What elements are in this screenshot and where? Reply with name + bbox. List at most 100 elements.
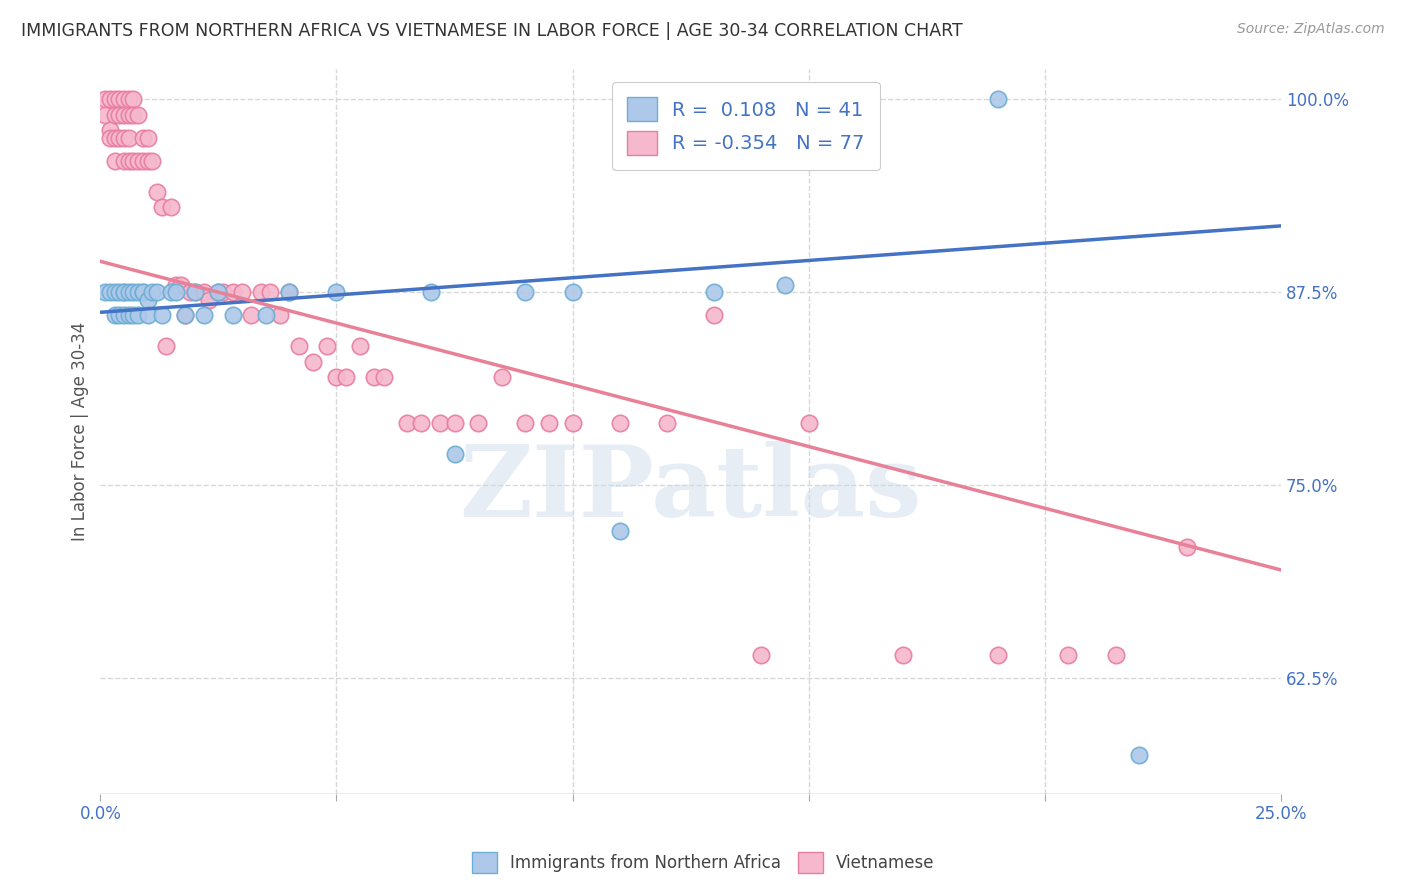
Point bbox=[118, 309, 141, 323]
Point bbox=[98, 123, 121, 137]
Point bbox=[1128, 748, 1150, 763]
Point bbox=[127, 285, 149, 300]
Point bbox=[316, 339, 339, 353]
Point bbox=[108, 309, 131, 323]
Point bbox=[118, 108, 141, 122]
Point bbox=[150, 200, 173, 214]
Point bbox=[515, 285, 537, 300]
Point bbox=[278, 285, 301, 300]
Point bbox=[112, 285, 135, 300]
Point bbox=[174, 309, 197, 323]
Point bbox=[136, 131, 159, 145]
Point bbox=[1175, 540, 1198, 554]
Point bbox=[797, 417, 820, 431]
Point bbox=[112, 92, 135, 106]
Point bbox=[108, 108, 131, 122]
Point bbox=[94, 285, 117, 300]
Point bbox=[127, 309, 149, 323]
Text: Source: ZipAtlas.com: Source: ZipAtlas.com bbox=[1237, 22, 1385, 37]
Point bbox=[103, 154, 125, 169]
Point bbox=[146, 185, 169, 199]
Point bbox=[198, 293, 221, 307]
Point bbox=[287, 339, 309, 353]
Point bbox=[193, 285, 215, 300]
Point bbox=[160, 200, 183, 214]
Point bbox=[703, 285, 725, 300]
Point bbox=[141, 285, 163, 300]
Point bbox=[112, 154, 135, 169]
Point bbox=[491, 370, 513, 384]
Point bbox=[515, 417, 537, 431]
Point bbox=[537, 417, 560, 431]
Point bbox=[150, 309, 173, 323]
Point bbox=[193, 309, 215, 323]
Point bbox=[325, 285, 347, 300]
Point bbox=[136, 309, 159, 323]
Point bbox=[207, 285, 229, 300]
Point bbox=[146, 285, 169, 300]
Point bbox=[112, 108, 135, 122]
Point bbox=[467, 417, 489, 431]
Point bbox=[103, 309, 125, 323]
Point bbox=[136, 293, 159, 307]
Point bbox=[94, 92, 117, 106]
Point bbox=[122, 309, 145, 323]
Point bbox=[112, 285, 135, 300]
Point bbox=[98, 131, 121, 145]
Text: IMMIGRANTS FROM NORTHERN AFRICA VS VIETNAMESE IN LABOR FORCE | AGE 30-34 CORRELA: IMMIGRANTS FROM NORTHERN AFRICA VS VIETN… bbox=[21, 22, 963, 40]
Point bbox=[1105, 648, 1128, 662]
Point bbox=[207, 285, 229, 300]
Point bbox=[132, 285, 155, 300]
Point bbox=[112, 309, 135, 323]
Point bbox=[122, 108, 145, 122]
Point bbox=[112, 131, 135, 145]
Point bbox=[655, 417, 678, 431]
Point bbox=[103, 131, 125, 145]
Y-axis label: In Labor Force | Age 30-34: In Labor Force | Age 30-34 bbox=[72, 321, 89, 541]
Point bbox=[174, 309, 197, 323]
Point bbox=[98, 92, 121, 106]
Point bbox=[221, 285, 243, 300]
Point bbox=[561, 285, 583, 300]
Point bbox=[349, 339, 371, 353]
Point bbox=[184, 285, 207, 300]
Point bbox=[396, 417, 419, 431]
Text: ZIPatlas: ZIPatlas bbox=[460, 441, 922, 538]
Point bbox=[160, 285, 183, 300]
Point bbox=[184, 285, 207, 300]
Point bbox=[136, 154, 159, 169]
Point bbox=[132, 285, 155, 300]
Point bbox=[259, 285, 281, 300]
Point bbox=[221, 309, 243, 323]
Point bbox=[127, 108, 149, 122]
Point bbox=[103, 92, 125, 106]
Point bbox=[108, 285, 131, 300]
Point bbox=[703, 309, 725, 323]
Point bbox=[250, 285, 273, 300]
Point bbox=[103, 285, 125, 300]
Point bbox=[141, 154, 163, 169]
Point bbox=[987, 648, 1010, 662]
Point bbox=[118, 92, 141, 106]
Point bbox=[108, 131, 131, 145]
Point bbox=[429, 417, 451, 431]
Point bbox=[98, 285, 121, 300]
Point bbox=[363, 370, 385, 384]
Point bbox=[122, 92, 145, 106]
Point bbox=[231, 285, 253, 300]
Point bbox=[155, 339, 177, 353]
Point bbox=[103, 108, 125, 122]
Point bbox=[169, 277, 191, 292]
Point bbox=[118, 131, 141, 145]
Point bbox=[108, 92, 131, 106]
Point bbox=[891, 648, 914, 662]
Point bbox=[773, 277, 796, 292]
Point bbox=[1057, 648, 1080, 662]
Point bbox=[118, 285, 141, 300]
Point bbox=[94, 108, 117, 122]
Point bbox=[269, 309, 291, 323]
Point bbox=[179, 285, 201, 300]
Legend: Immigrants from Northern Africa, Vietnamese: Immigrants from Northern Africa, Vietnam… bbox=[465, 846, 941, 880]
Point bbox=[987, 92, 1010, 106]
Point bbox=[335, 370, 357, 384]
